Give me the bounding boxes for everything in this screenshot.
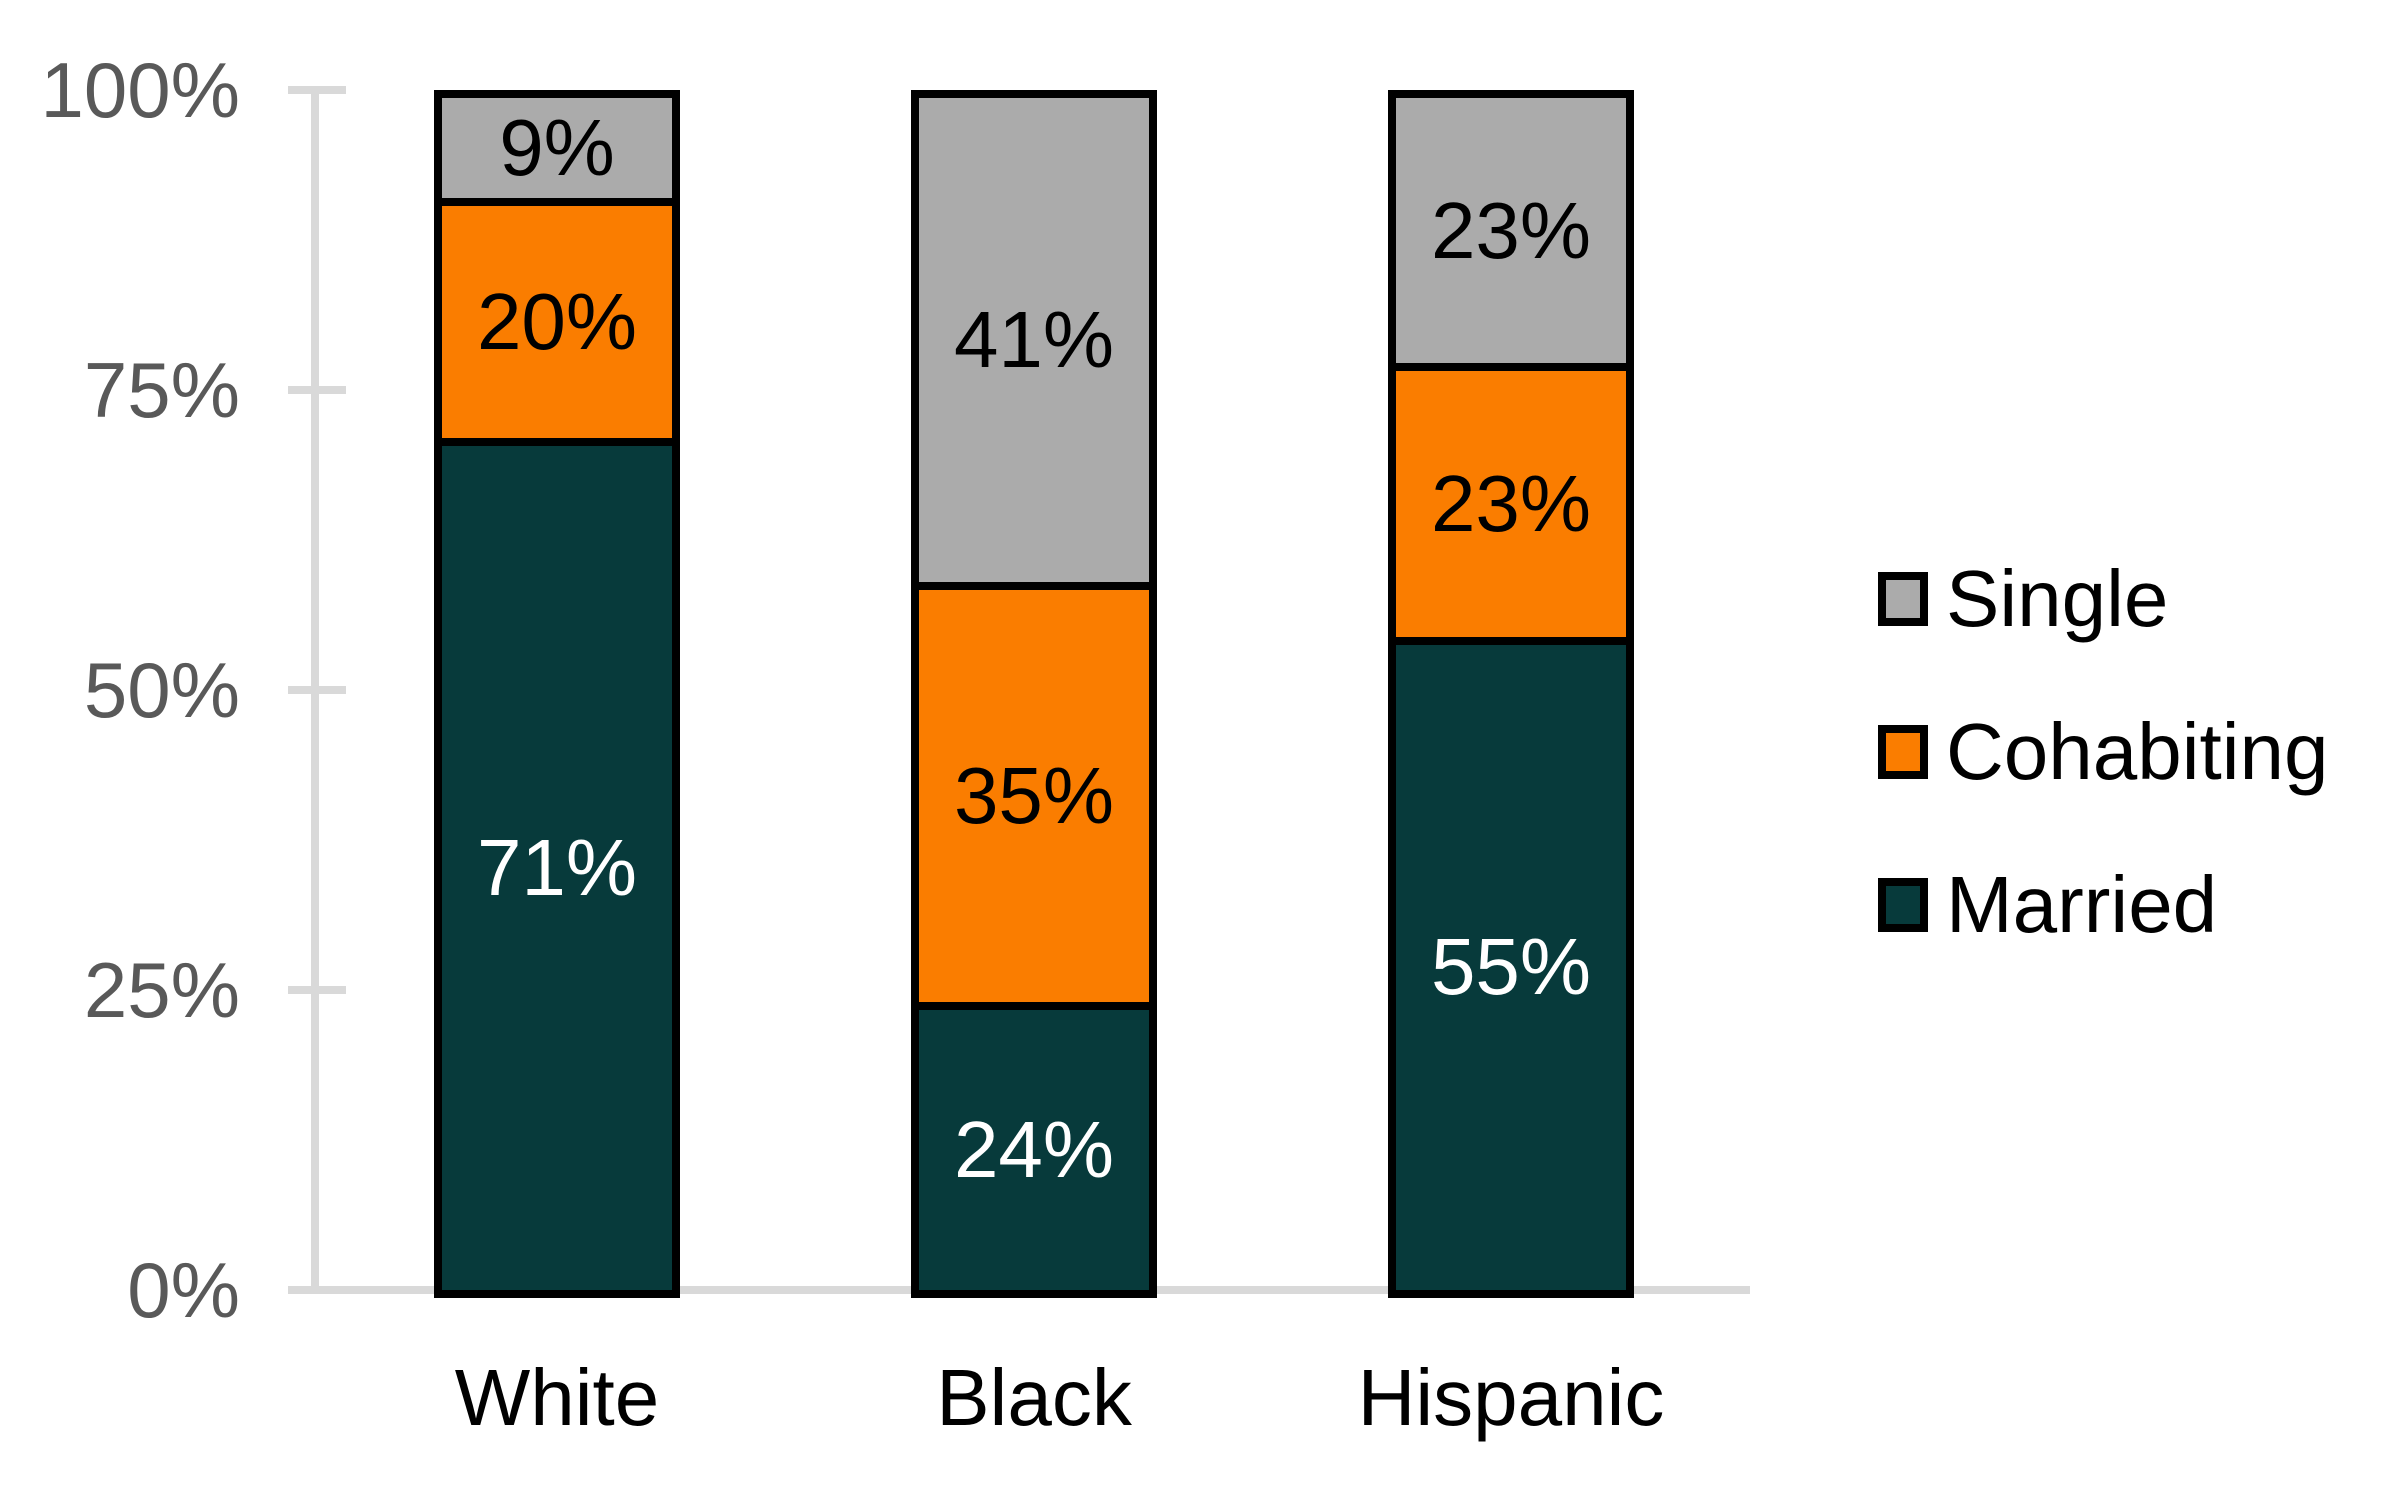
y-axis-tick — [288, 86, 346, 94]
value-label-black-married: 24% — [953, 1105, 1115, 1194]
value-label-white-single: 9% — [499, 103, 615, 192]
y-tick-label: 25% — [83, 946, 240, 1034]
y-tick-label: 100% — [40, 46, 241, 134]
y-axis-tick — [288, 1286, 346, 1294]
legend-item-cohabiting: Cohabiting — [1878, 712, 2329, 792]
y-axis-tick — [288, 686, 346, 694]
bar-hispanic-segment-cohabiting — [1388, 363, 1634, 645]
y-tick-label: 50% — [83, 646, 240, 734]
y-axis-tick — [288, 986, 346, 994]
category-label-hispanic: Hispanic — [1357, 1353, 1665, 1442]
bar-white-segment-married — [434, 438, 680, 1298]
legend-item-married: Married — [1878, 865, 2217, 945]
value-label-hispanic-married: 55% — [1430, 922, 1592, 1012]
legend-label-single: Single — [1946, 554, 2169, 643]
bar-white-segment-single — [434, 90, 680, 206]
legend-swatch-single — [1878, 572, 1928, 626]
bar-hispanic-segment-married — [1388, 636, 1634, 1298]
bar-hispanic-segment-single — [1388, 90, 1634, 372]
value-label-white-cohabiting: 20% — [476, 277, 638, 366]
legend-label-cohabiting: Cohabiting — [1946, 707, 2329, 796]
bar-black-segment-single — [911, 90, 1157, 590]
legend-item-single: Single — [1878, 559, 2168, 639]
category-label-black: Black — [936, 1353, 1132, 1442]
y-axis-tick — [288, 386, 346, 394]
value-label-white-married: 71% — [476, 823, 638, 912]
bar-black-segment-cohabiting — [911, 582, 1157, 1010]
legend-swatch-cohabiting — [1878, 725, 1928, 779]
value-label-hispanic-cohabiting: 23% — [1430, 458, 1592, 548]
bar-black-segment-married — [911, 1002, 1157, 1298]
legend-label-married: Married — [1946, 860, 2218, 949]
value-label-hispanic-single: 23% — [1430, 185, 1592, 275]
y-tick-label: 0% — [127, 1246, 240, 1334]
value-label-black-cohabiting: 35% — [953, 751, 1115, 840]
value-label-black-single: 41% — [953, 295, 1115, 384]
legend-swatch-married — [1878, 878, 1928, 932]
category-label-white: White — [454, 1353, 660, 1442]
y-tick-label: 75% — [83, 346, 240, 434]
bar-white-segment-cohabiting — [434, 198, 680, 446]
